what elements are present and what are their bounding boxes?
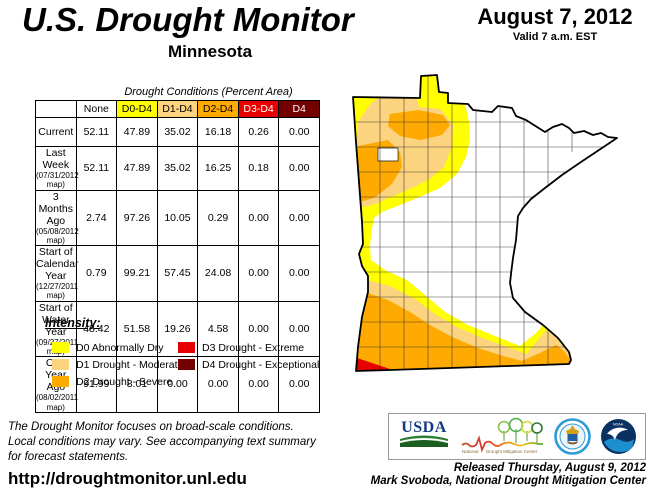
no-drought-county-hole <box>377 147 399 162</box>
row-label: Current <box>35 117 77 147</box>
d1-swatch <box>52 359 69 371</box>
d2-swatch <box>52 376 69 388</box>
table-caption: Drought Conditions (Percent Area) <box>124 86 293 98</box>
cell-value: 0.00 <box>278 189 320 247</box>
legend-item-d3: D3 Drought - Extreme <box>178 339 304 354</box>
cell-value: 16.25 <box>197 146 239 191</box>
row-label: Last Week (07/31/2012 map) <box>35 146 79 191</box>
valid-time: Valid 7 a.m. EST <box>512 31 598 43</box>
svg-text:NOAA: NOAA <box>613 423 624 427</box>
date-block: August 7, 2012 Valid 7 a.m. EST <box>452 4 658 43</box>
cell-value: 51.58 <box>116 300 158 358</box>
cell-value: 0.18 <box>237 146 280 191</box>
noaa-logo-icon: NOAA <box>600 419 636 454</box>
cell-value: 0.00 <box>278 117 320 147</box>
cell-value: 16.18 <box>197 117 239 147</box>
cell-value: 4.58 <box>197 300 239 358</box>
col-header-d2d4: D2-D4 <box>197 100 239 118</box>
report-date: August 7, 2012 <box>477 4 633 29</box>
cell-value: 0.00 <box>197 356 239 413</box>
cell-value: 0.26 <box>237 117 280 147</box>
cell-value: 24.08 <box>197 245 239 302</box>
cell-value: 0.00 <box>278 245 320 302</box>
cell-value: 0.00 <box>237 356 280 413</box>
cell-value: 47.89 <box>116 117 158 147</box>
row-label: Start of Calendar Year (12/27/2011 map) <box>35 245 79 302</box>
table-row: Last Week (07/31/2012 map) 52.11 47.89 35… <box>35 146 320 191</box>
d3-region-southwest <box>356 358 390 371</box>
cell-value: 35.02 <box>156 146 199 191</box>
cell-value: 52.11 <box>75 146 118 191</box>
col-header-d1d4: D1-D4 <box>156 100 199 118</box>
legend-item-d2: D2 Drought - Severe <box>52 373 172 388</box>
cell-value: 2.74 <box>75 189 118 247</box>
legend-item-d4: D4 Drought - Exceptional <box>178 356 319 371</box>
cell-value: 48.42 <box>75 300 118 358</box>
col-header-d0d4: D0-D4 <box>116 100 158 118</box>
ndmc-logo: National Drought Mitigation Center <box>461 417 544 454</box>
cell-value: 99.21 <box>116 245 158 302</box>
cell-value: 8.01 <box>116 356 158 413</box>
table-row: Start of Calendar Year (12/27/2011 map) 0… <box>35 245 320 302</box>
d3-swatch <box>178 342 195 354</box>
cell-value: 97.26 <box>116 189 158 247</box>
table-row: 3 Months Ago (05/08/2012 map) 2.74 97.26 … <box>35 189 320 247</box>
legend-title: Intensity: <box>45 316 101 330</box>
page-title: U.S. Drought Monitor <box>22 1 354 38</box>
cell-value: 0.79 <box>75 245 118 302</box>
svg-text:National: National <box>462 449 479 454</box>
cell-value: 91.99 <box>75 356 118 413</box>
legend-item-d1: D1 Drought - Moderate <box>52 356 183 371</box>
legend-item-d0: D0 Abnormally Dry <box>52 339 164 354</box>
disclaimer-text: The Drought Monitor focuses on broad-sca… <box>8 421 316 463</box>
table-row: Current 52.11 47.89 35.02 16.18 0.26 0.0… <box>35 117 320 147</box>
d2-region-northwest-arm <box>388 110 450 140</box>
usda-logo: USDA <box>397 419 451 453</box>
col-header-d3d4: D3-D4 <box>237 100 280 118</box>
cell-value: 57.45 <box>156 245 199 302</box>
col-header-d4: D4 <box>278 100 320 118</box>
col-header-none: None <box>75 100 118 118</box>
table-header-row: None D0-D4 D1-D4 D2-D4 D3-D4 D4 <box>35 100 320 118</box>
cell-value: 0.00 <box>278 146 320 191</box>
drought-monitor-url: http://droughtmonitor.unl.edu <box>8 469 247 488</box>
minnesota-drought-map <box>340 62 630 377</box>
cell-value: 0.29 <box>197 189 239 247</box>
d2-region-south <box>356 292 570 371</box>
cell-value: 47.89 <box>116 146 158 191</box>
row-label: 3 Months Ago (05/08/2012 map) <box>35 189 79 247</box>
state-outline <box>352 74 618 372</box>
d0-swatch <box>52 342 69 354</box>
release-credits: Released Thursday, August 9, 2012 Mark S… <box>346 462 646 488</box>
cell-value: 10.05 <box>156 189 199 247</box>
author-credit: Mark Svoboda, National Drought Mitigatio… <box>370 475 646 487</box>
state-name-heading: Minnesota <box>167 42 253 61</box>
cell-value: 35.02 <box>156 117 199 147</box>
cell-value: 52.11 <box>75 117 118 147</box>
table-corner-cell <box>35 100 77 118</box>
released-date: Released Thursday, August 9, 2012 <box>453 462 646 474</box>
commerce-seal-icon <box>553 418 591 455</box>
d4-swatch <box>178 359 195 371</box>
agency-logo-box: USDA National Drought Mitigation Center <box>388 413 646 460</box>
usda-swoosh-icon <box>400 435 448 447</box>
cell-value: 0.00 <box>237 189 280 247</box>
table-row: One Year Ago(08/02/2011 map) 91.99 8.01 … <box>35 356 320 413</box>
cell-value: 0.00 <box>237 300 280 358</box>
svg-text:Drought Mitigation Center: Drought Mitigation Center <box>486 449 538 454</box>
cell-value: 0.00 <box>278 356 320 413</box>
cell-value: 0.00 <box>237 245 280 302</box>
